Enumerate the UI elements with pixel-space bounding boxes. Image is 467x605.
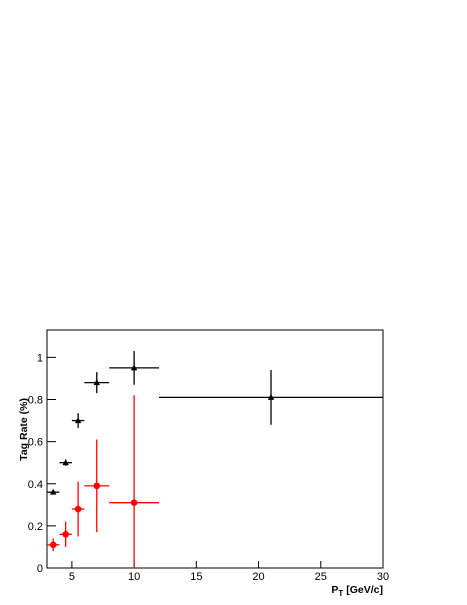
marker [62, 459, 69, 466]
x-tick-label: 20 [252, 571, 264, 583]
y-tick-label: 0.6 [28, 437, 43, 449]
x-tick-label: 5 [69, 571, 75, 583]
x-tick-label: 30 [377, 571, 389, 583]
y-tick-label: 1 [37, 352, 43, 364]
plot-frame [46, 329, 384, 569]
marker [267, 393, 275, 400]
marker [93, 379, 100, 386]
marker [50, 488, 57, 495]
x-label-unit: [GeV/c] [346, 584, 383, 596]
y-tick-label: 0 [37, 563, 43, 575]
x-label-main: P [331, 584, 338, 596]
marker [49, 541, 57, 549]
y-tick-label: 0.2 [28, 521, 43, 533]
y-tick-label: 0.4 [28, 479, 43, 491]
marker [62, 531, 69, 538]
marker [74, 505, 82, 513]
marker [130, 364, 138, 371]
x-label-sub: T [338, 589, 343, 598]
x-tick-label: 25 [315, 571, 327, 583]
y-axis-label: Tag Rate (%) [18, 398, 30, 461]
y-tick-label: 0.8 [28, 395, 43, 407]
marker [74, 417, 82, 424]
x-axis-label: PT [GeV/c] [331, 584, 383, 598]
marker [130, 499, 138, 507]
marker [93, 482, 101, 490]
x-tick-label: 15 [190, 571, 202, 583]
x-tick-label: 10 [128, 571, 140, 583]
